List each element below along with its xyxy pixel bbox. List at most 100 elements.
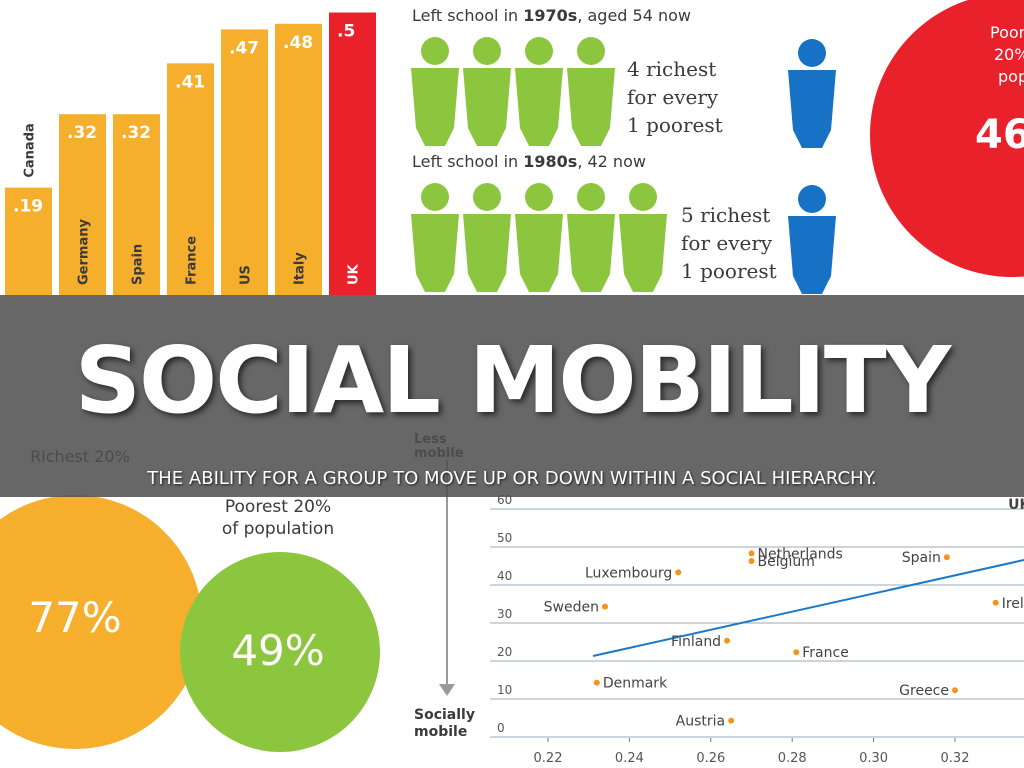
point-label: Spain: [902, 550, 941, 566]
person-body: [463, 68, 511, 146]
bar: [113, 114, 160, 295]
point-label: Netherlands: [758, 546, 843, 562]
x-tick-label: 0.22: [534, 751, 563, 766]
person-body: [567, 214, 615, 292]
bar: [329, 12, 376, 295]
person-body: [411, 68, 459, 146]
point: [724, 637, 731, 644]
bar-value: .5: [337, 22, 355, 42]
person-head: [421, 37, 449, 65]
x-tick-label: 0.30: [859, 751, 888, 766]
person-body: [515, 214, 563, 292]
trend-line: [592, 559, 1024, 657]
red-circle: [870, 0, 1024, 277]
text-part: Left school in: [412, 152, 523, 171]
person-head: [798, 39, 826, 67]
point: [793, 649, 800, 656]
y-tick-label: 20: [497, 645, 512, 659]
bar-label: Canada: [23, 123, 38, 177]
circle-label: of population: [222, 519, 334, 539]
bar-label: France: [185, 236, 200, 285]
x-tick-label: 0.24: [615, 751, 644, 766]
point: [601, 603, 608, 610]
point-label: Finland: [671, 634, 721, 650]
bar-value: .47: [229, 38, 259, 58]
bar-value: .41: [175, 72, 205, 92]
bar-value: .48: [283, 33, 313, 53]
bar-value: .32: [121, 123, 151, 143]
x-tick-label: 0.28: [778, 751, 807, 766]
person-body: [788, 216, 836, 294]
person-head: [525, 37, 553, 65]
point-label: Greece: [899, 683, 949, 699]
y-tick-label: 10: [497, 683, 512, 697]
school-caption: 5 richest: [681, 203, 770, 227]
text-part: , aged 54 now: [577, 6, 691, 25]
y-tick-label: 40: [497, 569, 512, 583]
bar-label: Spain: [131, 244, 146, 285]
circle-value: 46%: [975, 112, 1024, 158]
point: [748, 558, 755, 564]
person-body: [515, 68, 563, 146]
point-label: France: [802, 645, 849, 661]
school-caption: 4 richest: [627, 57, 716, 81]
bar: [5, 187, 52, 295]
school-caption: 1 poorest: [681, 259, 777, 283]
person-head: [577, 37, 605, 65]
slide-subtitle: THE ABILITY FOR A GROUP TO MOVE UP OR DO…: [146, 468, 876, 489]
bar-value: .32: [67, 123, 97, 143]
person-head: [577, 183, 605, 211]
bar-label: UK: [347, 263, 362, 285]
circle-label: Poorest: [990, 23, 1024, 42]
circle-value: 77%: [28, 593, 121, 642]
y-tick-label: 30: [497, 607, 512, 621]
text-part: 1970s: [523, 6, 577, 25]
banner: [0, 295, 1024, 497]
person-head: [629, 183, 657, 211]
x-tick-label: 0.32: [941, 751, 970, 766]
y-tick-label: 0: [497, 721, 505, 735]
point-label: UK: [1008, 497, 1024, 513]
person-head: [473, 37, 501, 65]
person-body: [463, 214, 511, 292]
person-head: [798, 185, 826, 213]
person-body: [411, 214, 459, 292]
bar-label: Italy: [293, 252, 308, 285]
axis-label: mobile: [414, 724, 467, 740]
person-body: [567, 68, 615, 146]
axis-label: Socially: [414, 707, 475, 723]
bar: [275, 23, 322, 296]
point: [675, 569, 682, 576]
point-label: Ireland: [1002, 596, 1024, 612]
text-part: , 42 now: [577, 152, 646, 171]
school-caption: 1 poorest: [627, 113, 723, 137]
school-heading: Left school in 1970s, aged 54 now: [412, 6, 691, 25]
circle-label: Poorest 20%: [225, 497, 331, 517]
point-label: Sweden: [544, 600, 599, 616]
circle-label: pop: [998, 67, 1024, 86]
point: [943, 554, 950, 561]
y-tick-label: 50: [497, 531, 512, 545]
slide-title: SOCIAL MOBILITY: [75, 327, 953, 434]
point: [728, 717, 735, 724]
point-label: Austria: [676, 714, 725, 730]
bar-label: US: [239, 265, 254, 285]
point: [748, 550, 755, 557]
point-label: Luxembourg: [585, 565, 672, 581]
x-tick-label: 0.26: [696, 751, 725, 766]
school-heading: Left school in 1980s, 42 now: [412, 152, 646, 171]
school-caption: for every: [681, 231, 773, 255]
circle-label: 20%: [994, 45, 1024, 64]
bar: [167, 63, 214, 295]
arrow-head: [439, 684, 455, 696]
point-label: Denmark: [603, 676, 668, 692]
orange-circle: [0, 495, 202, 749]
text-part: Left school in: [412, 6, 523, 25]
person-head: [525, 183, 553, 211]
school-caption: for every: [627, 85, 719, 109]
point: [992, 599, 999, 606]
bar-label: Germany: [77, 219, 92, 285]
point-label: Belgium: [758, 554, 815, 570]
